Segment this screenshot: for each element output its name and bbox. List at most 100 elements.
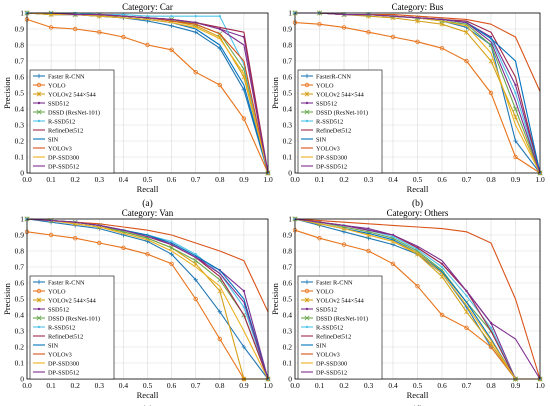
- series-line: [294, 229, 540, 380]
- y-tick-label: 0.7: [15, 263, 25, 272]
- data-point: [513, 114, 518, 120]
- panel-label: (d): [412, 404, 423, 406]
- legend-label: R-SSD512: [316, 118, 343, 125]
- legend-label: Faster R-CNN: [316, 279, 353, 286]
- series-line: [26, 18, 269, 174]
- y-tick-label: 0.3: [15, 121, 25, 130]
- y-tick-label: 0.8: [15, 41, 25, 50]
- y-tick-label: 1: [288, 215, 292, 224]
- legend-marker: [304, 279, 310, 285]
- y-tick-label: 0.1: [15, 153, 25, 162]
- legend-marker: [304, 315, 310, 321]
- data-point: [317, 236, 322, 241]
- y-tick-label: 0.2: [283, 343, 293, 352]
- y-axis-label: Precision: [270, 282, 280, 314]
- y-tick-label: 0: [288, 169, 292, 178]
- legend-label: SIN: [316, 342, 327, 349]
- legend-marker: [36, 73, 42, 79]
- x-tick-label: 0.4: [119, 175, 129, 184]
- y-tick-label: 0: [20, 375, 24, 384]
- legend-marker: [37, 101, 41, 105]
- legend-label: Faster R-CNN: [48, 73, 85, 80]
- x-tick-label: 0.1: [315, 381, 325, 390]
- legend-marker: [305, 325, 309, 329]
- legend-label: R-SSD512: [48, 118, 75, 125]
- data-point: [242, 305, 246, 309]
- y-tick-label: 0.9: [15, 231, 25, 240]
- chart-title: Category: Car: [122, 2, 173, 12]
- plot-frame: [294, 12, 541, 174]
- x-tick-label: 0.5: [413, 381, 423, 390]
- x-axis-label: Recall: [407, 390, 429, 400]
- x-tick-label: 0.4: [388, 175, 398, 184]
- y-tick-label: 0.3: [283, 327, 293, 336]
- y-tick-label: 0.2: [283, 137, 293, 146]
- x-tick-label: 0.2: [71, 175, 81, 184]
- plot-frame: [26, 218, 269, 380]
- y-tick-label: 0.1: [283, 359, 293, 368]
- legend-label: YOLOv3: [316, 351, 340, 358]
- data-point: [170, 15, 173, 18]
- data-point: [415, 39, 420, 44]
- legend-label: SSD512: [316, 100, 337, 107]
- data-point: [366, 248, 371, 254]
- y-axis-label: Precision: [2, 76, 12, 108]
- chart-title: Category: Others: [387, 208, 449, 218]
- series-line: [294, 218, 540, 380]
- legend-label: YOLOv2 544×544: [48, 297, 97, 304]
- data-point: [317, 22, 322, 27]
- legend-label: DP-SSD300: [316, 360, 347, 367]
- data-point: [415, 283, 420, 289]
- x-tick-label: 1.0: [535, 175, 545, 184]
- data-point: [145, 252, 150, 257]
- x-tick-label: 0.6: [437, 175, 447, 184]
- legend-label: YOLO: [316, 288, 334, 295]
- legend-marker: [36, 82, 42, 88]
- data-point: [217, 336, 222, 342]
- y-tick-label: 0.5: [15, 89, 25, 98]
- x-tick-label: 0.6: [437, 381, 447, 390]
- y-tick-label: 0.4: [283, 311, 293, 320]
- x-tick-label: 0.5: [413, 175, 423, 184]
- data-point: [488, 58, 494, 64]
- y-tick-label: 0.9: [283, 25, 293, 34]
- y-tick-label: 0.5: [283, 89, 293, 98]
- legend-label: R-SSD512: [316, 324, 343, 331]
- legend-label: RefineDet512: [48, 333, 83, 340]
- legend-marker: [36, 288, 42, 294]
- y-tick-label: 0.1: [15, 359, 25, 368]
- data-point: [439, 46, 445, 51]
- data-point: [514, 83, 517, 87]
- data-point: [193, 277, 198, 282]
- x-tick-label: 0.0: [290, 175, 300, 184]
- series-line: [27, 12, 269, 174]
- x-tick-label: 0.0: [22, 175, 32, 184]
- data-point: [193, 69, 198, 75]
- series-line: [294, 218, 541, 380]
- legend-label: SIN: [48, 342, 59, 349]
- data-point: [121, 245, 126, 250]
- y-tick-label: 0.6: [283, 279, 293, 288]
- chart-panel: 0.0 0.1 0.2 0.3 0.4 0.5 0.6 0.7 0.8 0.9 1.0 0 0.1 0.2…: [2, 208, 273, 406]
- chart-panel: 0.0 0.1 0.2 0.3 0.4 0.5 0.6 0.7 0.8 0.9 1.0 0 0.1 0.2…: [270, 2, 545, 209]
- data-point: [217, 309, 222, 314]
- y-tick-label: 0.7: [283, 263, 293, 272]
- chart-panel: 0.0 0.1 0.2 0.3 0.4 0.5 0.6 0.7 0.8 0.9 1.0 0 0.1 0.2…: [2, 2, 273, 209]
- legend-marker: [304, 73, 310, 79]
- legend-marker: [37, 119, 41, 123]
- x-tick-label: 0.4: [119, 381, 129, 390]
- data-point: [391, 235, 395, 238]
- x-tick-label: 0.1: [315, 175, 325, 184]
- data-point: [145, 42, 150, 48]
- legend-label: SIN: [48, 136, 59, 143]
- legend-label: Faster R-CNN: [48, 279, 85, 286]
- legend-marker: [305, 119, 309, 123]
- legend-marker: [304, 297, 310, 303]
- y-tick-label: 1: [20, 215, 24, 224]
- legend-marker: [305, 101, 309, 105]
- data-point: [217, 82, 222, 88]
- x-tick-label: 0.6: [167, 381, 177, 390]
- legend-marker: [304, 82, 310, 88]
- y-tick-label: 0.4: [15, 311, 25, 320]
- y-tick-label: 0.3: [15, 327, 25, 336]
